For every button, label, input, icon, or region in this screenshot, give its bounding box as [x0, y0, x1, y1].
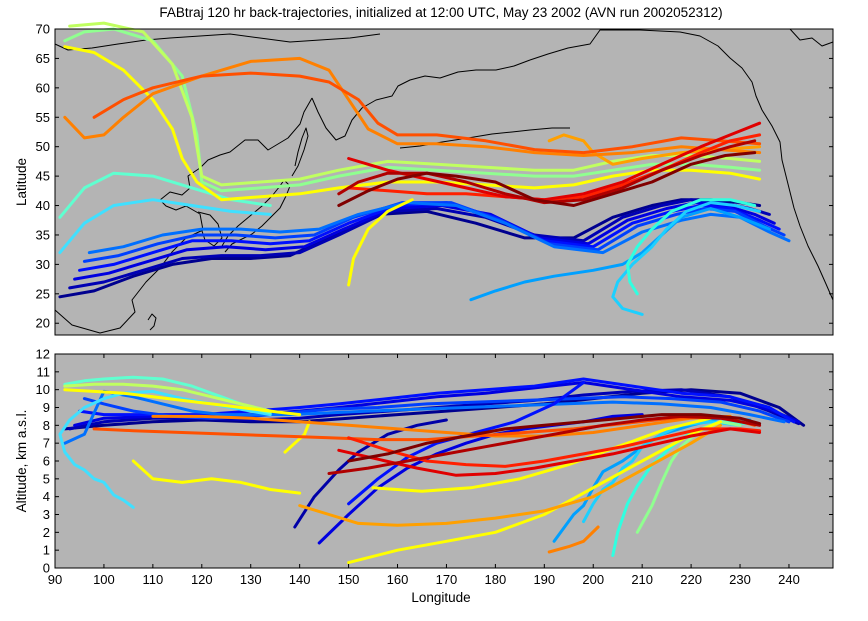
xtick-label: 180 — [485, 572, 507, 587]
map-ytick-label: 45 — [36, 169, 50, 184]
altitude-ytick-label: 0 — [43, 561, 50, 576]
altitude-trajectory-1 — [63, 388, 806, 431]
altitude-ytick-label: 2 — [43, 525, 50, 540]
coastline-arctic — [54, 29, 381, 51]
altitude-trajectory-16 — [63, 382, 272, 413]
map-frame — [54, 28, 834, 336]
map-trajectories — [58, 21, 791, 316]
altitude-trajectory-4 — [78, 377, 796, 424]
altitude-ytick-label: 7 — [43, 436, 50, 451]
altitude-trajectory-28 — [327, 414, 762, 475]
map-trajectory-1 — [58, 198, 762, 299]
xtick-label: 120 — [191, 572, 213, 587]
xtick-label: 190 — [533, 572, 555, 587]
map-ytick-label: 65 — [36, 51, 50, 66]
map-ytick-label: 55 — [36, 110, 50, 125]
coastline-alaska — [529, 29, 834, 301]
map-ytick-label: 30 — [36, 257, 50, 272]
altitude-trajectory-7 — [293, 418, 448, 529]
altitude-trajectory-21 — [283, 420, 311, 454]
altitude-frame — [54, 353, 834, 569]
xtick-label: 230 — [729, 572, 751, 587]
chart-title: FABtraj 120 hr back-trajectories, initia… — [159, 5, 722, 20]
altitude-ytick-label: 8 — [43, 418, 50, 433]
altitude-trajectory-18 — [131, 459, 302, 495]
map-trajectory-8 — [611, 201, 762, 316]
longitude-ticks: 90 100 110 120 130 140 150 160 170 180 190 200 210 22… — [48, 354, 800, 587]
coastline-canada-north — [789, 28, 834, 47]
map-ytick-label: 70 — [36, 22, 50, 37]
map-ylabel: Latitude — [14, 158, 29, 206]
map-ytick-label: 40 — [36, 198, 50, 213]
xtick-label: 140 — [289, 572, 311, 587]
map-ytick-label: 20 — [36, 316, 50, 331]
altitude-trajectory-20 — [371, 416, 713, 493]
xtick-label: 100 — [93, 572, 115, 587]
altitude-trajectories — [58, 375, 806, 565]
map-trajectory-17 — [63, 56, 762, 157]
altitude-ytick-label: 5 — [43, 471, 50, 486]
altitude-ylabel: Altitude, km a.s.l. — [14, 410, 29, 513]
altitude-ytick-label: 11 — [37, 364, 51, 379]
xtick-label: 220 — [680, 572, 702, 587]
xtick-label: 110 — [142, 572, 163, 587]
coastline-sakhalin — [291, 127, 309, 177]
map-trajectory-22 — [337, 151, 757, 207]
altitude-trajectory-22 — [298, 423, 722, 527]
xtick-label: 200 — [582, 572, 604, 587]
map-ytick-label: 25 — [36, 286, 50, 301]
altitude-trajectory-27 — [337, 427, 762, 477]
altitude-ytick-label: 6 — [43, 454, 50, 469]
xtick-label: 210 — [631, 572, 653, 587]
map-ytick-label: 60 — [36, 80, 50, 95]
altitude-ytick-label: 12 — [36, 347, 50, 362]
map-ytick-label: 35 — [36, 227, 50, 242]
altitude-panel-background — [55, 354, 833, 568]
map-ytick-label: 50 — [36, 139, 50, 154]
xtick-label: 150 — [338, 572, 360, 587]
xtick-label: 160 — [387, 572, 409, 587]
map-trajectory-14 — [63, 45, 762, 202]
coastline-kamchatka — [311, 59, 531, 141]
coastline-taiwan — [147, 313, 157, 331]
map-panel: 20 25 30 35 40 45 50 55 60 65 70 Latitude — [14, 21, 834, 336]
map-trajectory-13 — [68, 21, 762, 187]
altitude-ytick-label: 10 — [36, 382, 50, 397]
altitude-xlabel: Longitude — [411, 590, 470, 605]
map-trajectory-6 — [87, 201, 791, 255]
map-latitude-ticks: 20 25 30 35 40 45 50 55 60 65 70 — [36, 22, 833, 331]
altitude-trajectory-6 — [63, 389, 786, 445]
altitude-ytick-label: 9 — [43, 400, 50, 415]
altitude-trajectory-17 — [63, 388, 302, 417]
altitude-trajectory-23 — [547, 525, 600, 554]
map-trajectory-10 — [58, 198, 272, 255]
map-trajectory-9 — [626, 198, 757, 296]
xtick-label: 170 — [436, 572, 458, 587]
map-trajectory-15 — [347, 198, 414, 287]
map-trajectory-18 — [92, 71, 762, 155]
altitude-trajectory-19 — [347, 420, 722, 565]
xtick-label: 130 — [240, 572, 262, 587]
altitude-ytick-label: 1 — [43, 543, 50, 558]
altitude-trajectory-24 — [151, 414, 732, 438]
altitude-ytick-label: 4 — [43, 489, 50, 504]
map-trajectory-20 — [347, 121, 762, 202]
altitude-trajectory-29 — [347, 413, 762, 463]
map-trajectory-2 — [68, 198, 771, 290]
altitude-ytick-label: 3 — [43, 507, 50, 522]
xtick-label: 240 — [778, 572, 800, 587]
xtick-label: 90 — [48, 572, 62, 587]
